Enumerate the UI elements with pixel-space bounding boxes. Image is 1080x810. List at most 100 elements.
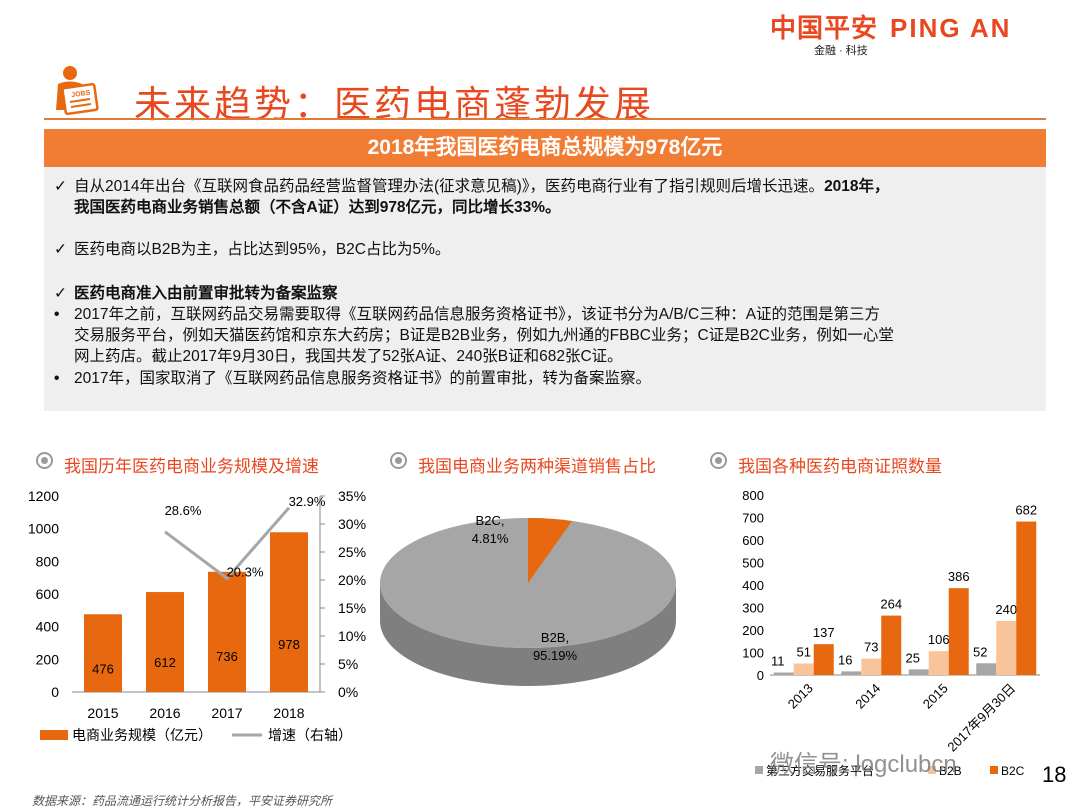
y2-tick-label: 10% <box>338 628 366 644</box>
bar-B2B-2014 <box>861 658 882 675</box>
bar-value-label: 11 <box>771 654 785 669</box>
y2-tick-label: 25% <box>338 544 366 560</box>
y-tick-label: 300 <box>742 601 764 616</box>
legend-swatch-第三方交易服务平台 <box>755 766 763 774</box>
legend-swatch-B2B <box>928 766 936 774</box>
y-tick-label: 0 <box>757 668 764 683</box>
bullet-3: ✓ 医药电商准入由前置审批转为备案监察 <box>54 285 338 302</box>
bar-B2C-2015 <box>948 588 969 675</box>
pie-label-b2b-value: 95.19% <box>533 648 578 663</box>
bar-value-label: 51 <box>797 645 811 660</box>
bar-value-label: 52 <box>973 644 987 659</box>
radio-bullet-icon <box>390 452 407 469</box>
y-tick-label: 1200 <box>28 488 59 504</box>
bar-value-label: 106 <box>928 632 950 647</box>
headline-banner: 2018年我国医药电商总规模为978亿元 <box>44 129 1046 167</box>
bar-B2C-2017年9月30日 <box>1016 521 1037 675</box>
y-tick-label: 400 <box>36 619 60 635</box>
bar-value-label: 137 <box>813 625 835 640</box>
bullet-2: ✓ 医药电商以B2B为主，占比达到95%，B2C占比为5%。 <box>54 241 451 258</box>
bar-value-label: 476 <box>92 662 114 677</box>
bar-B2B-2013 <box>793 663 814 675</box>
growth-value-label: 32.9% <box>289 494 326 509</box>
y-tick-label: 800 <box>742 488 764 503</box>
sub-bullet-1-line-1: • 2017年之前，互联网药品交易需要取得《互联网药品信息服务资格证书》，该证书分… <box>54 306 881 323</box>
logo-tagline: 金融 · 科技 <box>814 45 868 57</box>
y-tick-label: 600 <box>742 533 764 548</box>
bar-2015 <box>84 614 122 692</box>
bar-value-label: 612 <box>154 655 176 670</box>
bullet-1-line-2: 我国医药电商业务销售总额（不含A证）达到978亿元，同比增长33%。 <box>74 199 561 216</box>
y2-tick-label: 35% <box>338 488 366 504</box>
y-tick-label: 200 <box>36 651 60 667</box>
page-number: 18 <box>1042 762 1067 787</box>
legend-label-B2C: B2C <box>1001 764 1025 778</box>
bar-value-label: 16 <box>838 652 852 667</box>
y2-tick-label: 0% <box>338 684 358 700</box>
x-tick-label: 2017 <box>211 705 242 721</box>
pie-label-b2c-value: 4.81% <box>472 531 509 546</box>
y2-tick-label: 5% <box>338 656 358 672</box>
legend-label-line: 增速（右轴） <box>268 727 352 743</box>
sub-bullet-1-line-2: 交易服务平台，例如天猫医药馆和京东大药房；B证是B2B业务，例如九州通的FBBC… <box>74 327 894 344</box>
bar-B2C-2014 <box>881 615 902 675</box>
y-tick-label: 600 <box>36 586 60 602</box>
bar-第三方交易服务平台-2014 <box>841 671 862 675</box>
pie-slice-B2C <box>528 518 573 583</box>
bullets-panel: ✓ 自从2014年出台《互联网食品药品经营监督管理办法(征求意见稿)》，医药电商行… <box>44 167 1046 411</box>
x-tick-label: 2014 <box>852 681 883 712</box>
radio-bullet-icon <box>36 452 53 469</box>
pingan-logo: 中国平安 PING AN 金融 · 科技 <box>770 8 1060 58</box>
dot-icon: • <box>54 306 60 323</box>
check-icon: ✓ <box>54 285 67 302</box>
scale-growth-chart: 0 200 400 600 800 1000 1200 0% 5% 10% 15% 20% 25% 30%… <box>28 488 366 743</box>
jobs-person-icon: JOBS <box>56 66 99 116</box>
bar-value-label: 682 <box>1015 503 1037 518</box>
bar-2016 <box>146 592 184 692</box>
title-icon-text: JOBS <box>71 89 91 99</box>
pie-label-b2b-name: B2B, <box>541 630 569 645</box>
bar-value-label: 240 <box>995 602 1017 617</box>
logo-brand-en: PING AN <box>890 13 1012 43</box>
legend-swatch-B2C <box>990 766 998 774</box>
bar-value-label: 386 <box>948 569 970 584</box>
dot-icon: • <box>54 370 60 387</box>
bar-2018 <box>270 532 308 692</box>
x-tick-label: 2018 <box>273 705 304 721</box>
bar-第三方交易服务平台-2013 <box>773 672 794 675</box>
y2-tick-label: 20% <box>338 572 366 588</box>
y-tick-label: 800 <box>36 553 60 569</box>
bar-value-label: 264 <box>880 597 902 612</box>
chart-3-title: 我国各种医药电商证照数量 <box>738 457 942 476</box>
pie-side-wall <box>380 583 676 686</box>
bar-B2B-2015 <box>928 651 949 675</box>
bar-value-label: 25 <box>906 650 920 665</box>
check-icon: ✓ <box>54 178 67 195</box>
y2-tick-label: 30% <box>338 516 366 532</box>
x-tick-label: 2015 <box>920 681 951 712</box>
bar-第三方交易服务平台-2015 <box>908 669 929 675</box>
y-tick-label: 700 <box>742 511 764 526</box>
wechat-watermark: 微信号: logclubcn <box>770 751 957 778</box>
chart-1-title: 我国历年医药电商业务规模及增速 <box>64 457 319 476</box>
y-tick-label: 1000 <box>28 521 59 537</box>
sub-bullet-1-line-3: 网上药店。截止2017年9月30日，我国共发了52张A证、240张B证和682张… <box>74 348 623 365</box>
source-note: 数据来源：药品流通运行统计分析报告，平安证券研究所 <box>32 794 333 808</box>
title-underline <box>44 118 1046 120</box>
bullet-1-line-1: ✓ 自从2014年出台《互联网食品药品经营监督管理办法(征求意见稿)》，医药电商行… <box>54 178 890 195</box>
bar-第三方交易服务平台-2017年9月30日 <box>976 663 997 675</box>
growth-value-label: 28.6% <box>165 503 202 518</box>
x-tick-label: 2013 <box>785 681 816 712</box>
logo-brand-cn: 中国平安 <box>770 13 879 43</box>
radio-bullet-icon <box>710 452 727 469</box>
bar-B2C-2013 <box>813 644 834 675</box>
y-tick-label: 400 <box>742 578 764 593</box>
check-icon: ✓ <box>54 241 67 258</box>
y-tick-label: 0 <box>51 684 59 700</box>
bar-value-label: 73 <box>864 640 878 655</box>
y-tick-label: 200 <box>742 623 764 638</box>
bar-value-label: 978 <box>278 637 300 652</box>
growth-value-label: 20.3% <box>227 564 264 579</box>
bar-value-label: 736 <box>216 649 238 664</box>
x-tick-label: 2015 <box>87 705 118 721</box>
